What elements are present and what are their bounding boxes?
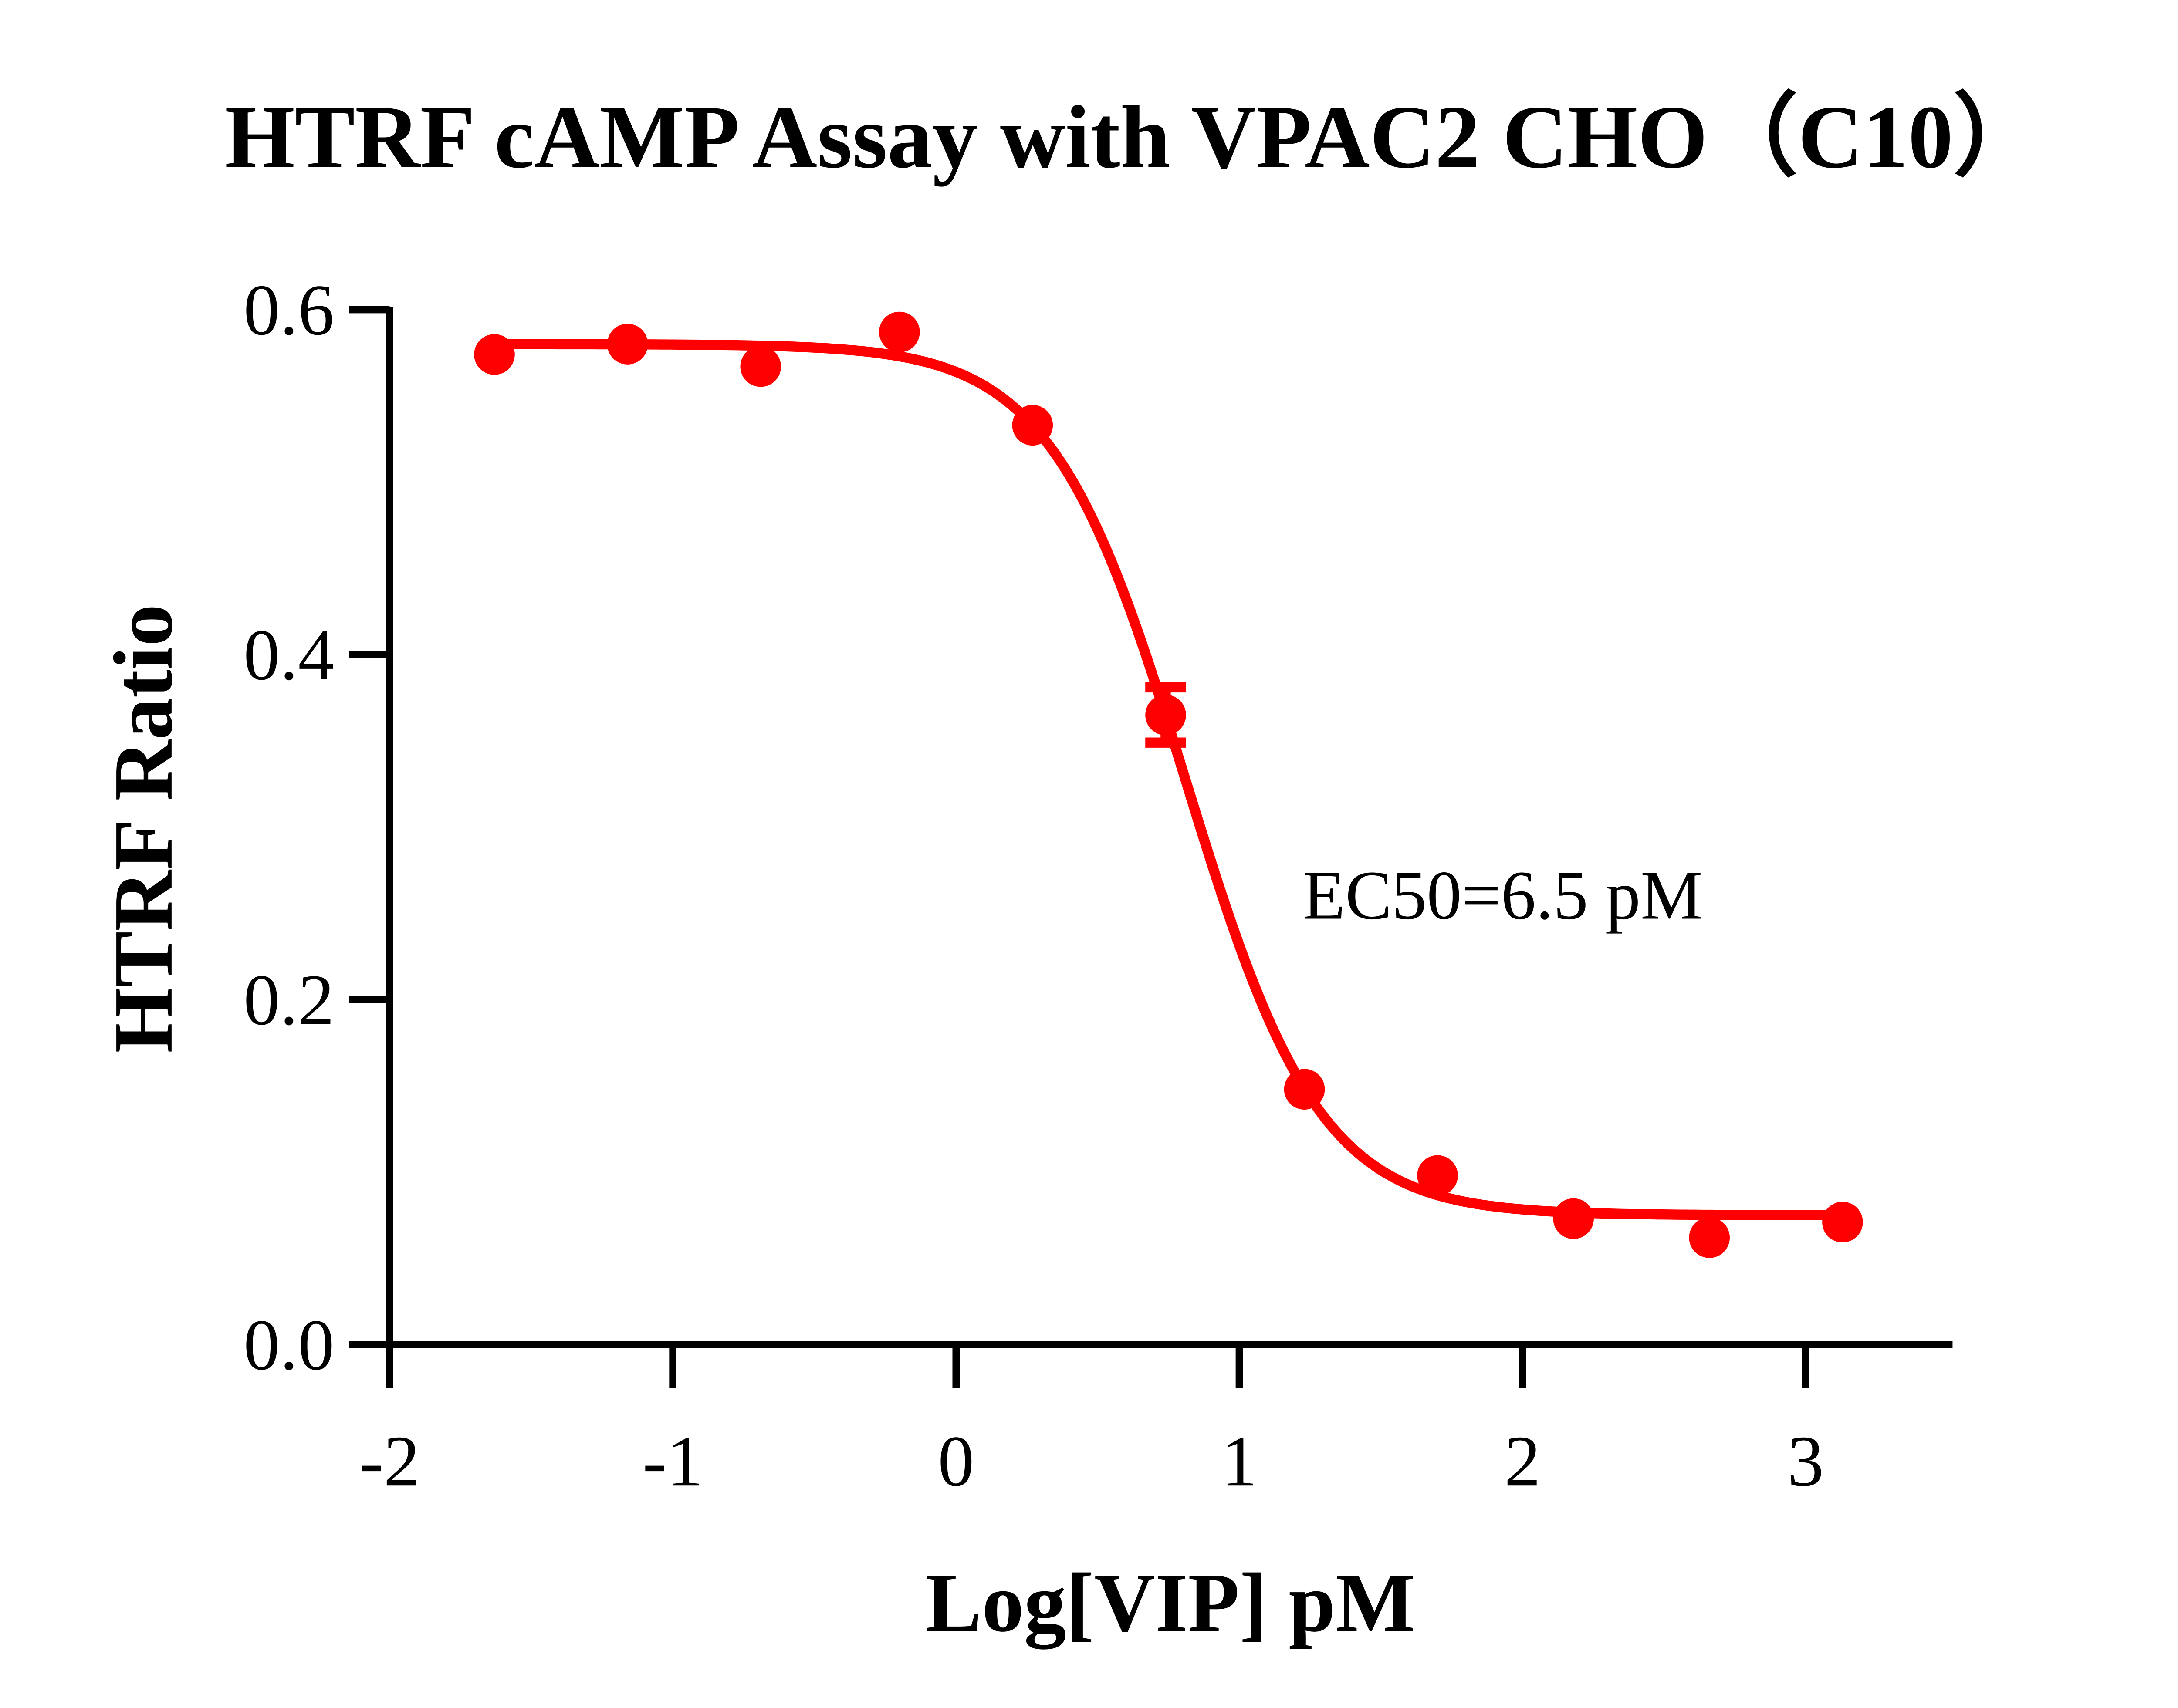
y-tick-label: 0.2 (244, 960, 335, 1040)
data-point (607, 324, 648, 365)
x-tick-label: 3 (1788, 1421, 1824, 1502)
data-point (1145, 695, 1186, 736)
ec50-annotation: EC50=6.5 pM (1303, 857, 1703, 934)
data-point (740, 346, 781, 387)
x-tick-label: 0 (938, 1421, 974, 1502)
fit-curve (494, 339, 1843, 1220)
data-point (1689, 1217, 1730, 1258)
data-point (1553, 1198, 1594, 1239)
x-tick-label: 1 (1221, 1421, 1257, 1502)
data-point (1284, 1069, 1325, 1110)
y-tick-label: 0.0 (244, 1305, 335, 1385)
data-point (474, 334, 515, 375)
data-point (1012, 405, 1053, 446)
data-point (879, 311, 920, 353)
y-axis-label: HTRF Ratio (96, 604, 190, 1053)
x-axis-label: Log[VIP] pM (926, 1556, 1415, 1650)
y-tick-label: 0.4 (244, 615, 335, 695)
x-tick-label: -1 (643, 1421, 703, 1502)
chart-title: HTRF cAMP Assay with VPAC2 CHO（C10） (225, 87, 2043, 187)
data-point (1822, 1202, 1863, 1242)
x-tick-label: 2 (1504, 1421, 1540, 1502)
data-point (1417, 1155, 1458, 1196)
y-tick-label: 0.6 (244, 270, 335, 351)
axes: 0.0 0.2 0.4 0.6 -2 -1 0 1 2 3 (244, 270, 1953, 1502)
data-marks (474, 311, 1863, 1258)
x-tick-label: -2 (359, 1421, 420, 1502)
